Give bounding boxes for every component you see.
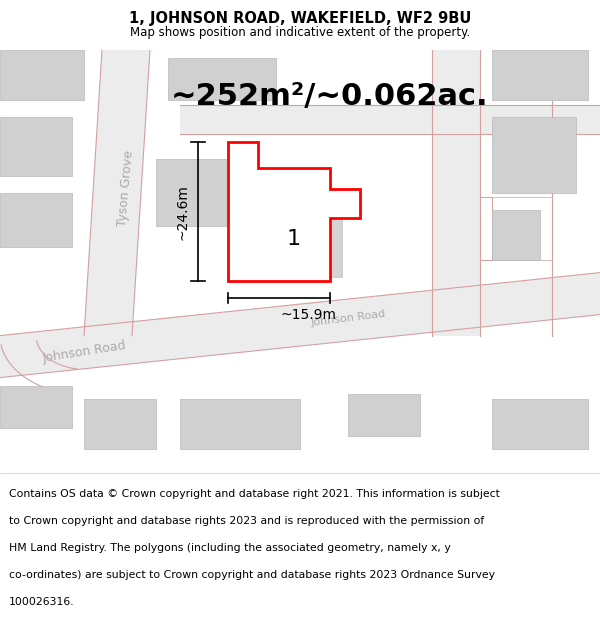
Polygon shape [0,192,72,248]
Polygon shape [348,394,420,436]
Text: ~24.6m: ~24.6m [176,184,190,239]
Polygon shape [492,50,588,101]
Text: to Crown copyright and database rights 2023 and is reproduced with the permissio: to Crown copyright and database rights 2… [9,516,484,526]
Text: 1, JOHNSON ROAD, WAKEFIELD, WF2 9BU: 1, JOHNSON ROAD, WAKEFIELD, WF2 9BU [129,11,471,26]
Polygon shape [156,159,228,226]
Polygon shape [168,58,276,101]
Polygon shape [84,399,156,449]
Text: Tyson Grove: Tyson Grove [116,150,136,228]
Polygon shape [492,399,588,449]
Polygon shape [0,386,72,428]
Polygon shape [180,104,600,134]
Text: Map shows position and indicative extent of the property.: Map shows position and indicative extent… [130,26,470,39]
Polygon shape [432,50,480,336]
Polygon shape [84,50,150,336]
Text: ~252m²/~0.062ac.: ~252m²/~0.062ac. [171,82,489,111]
Text: co-ordinates) are subject to Crown copyright and database rights 2023 Ordnance S: co-ordinates) are subject to Crown copyr… [9,570,495,580]
Polygon shape [0,118,72,176]
Polygon shape [492,209,540,260]
Text: HM Land Registry. The polygons (including the associated geometry, namely x, y: HM Land Registry. The polygons (includin… [9,543,451,553]
Text: Johnson Road: Johnson Road [310,309,386,328]
Polygon shape [0,50,84,101]
Polygon shape [180,399,300,449]
Text: Contains OS data © Crown copyright and database right 2021. This information is : Contains OS data © Crown copyright and d… [9,489,500,499]
Text: 1: 1 [287,229,301,249]
Polygon shape [240,218,342,277]
Polygon shape [228,142,360,281]
Text: ~15.9m: ~15.9m [281,308,337,322]
Text: Johnson Road: Johnson Road [41,339,127,366]
Text: 100026316.: 100026316. [9,597,74,607]
Polygon shape [0,272,600,378]
Polygon shape [492,118,576,192]
